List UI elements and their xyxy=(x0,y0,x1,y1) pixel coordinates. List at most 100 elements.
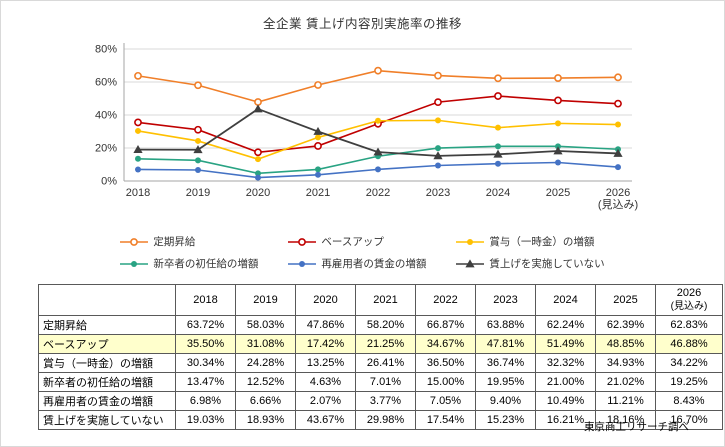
triangle-marker-icon xyxy=(433,151,443,160)
table-row: 賞与（一時金）の増額 30.34% 24.28% 13.25% 26.41% 36.50%… xyxy=(38,353,723,373)
circle-marker-icon xyxy=(314,81,322,89)
table-cell: 58.03% xyxy=(235,315,296,335)
table-header-cell xyxy=(38,284,176,316)
table-cell: 3.77% xyxy=(355,391,416,411)
legend-marker-icon xyxy=(456,258,485,267)
table-cell: 24.28% xyxy=(235,353,296,373)
table-row: ベースアップ 35.50% 31.08% 17.42% 21.25% 34.67% 47.8… xyxy=(38,334,723,354)
table-header-cell: 2022 xyxy=(415,284,476,316)
circle-marker-icon xyxy=(255,170,261,177)
table-cell: 63.88% xyxy=(475,315,536,335)
triangle-marker-icon xyxy=(133,145,143,154)
circle-marker-icon xyxy=(615,121,621,128)
circle-marker-icon xyxy=(555,159,561,166)
table-cell: 16.70% xyxy=(655,410,723,430)
table-cell: 11.21% xyxy=(595,391,656,411)
series-line xyxy=(137,69,619,103)
table-cell: 15.00% xyxy=(415,372,476,392)
legend-marker-icon xyxy=(120,237,149,246)
table-cell: 18.16% xyxy=(595,410,656,430)
table-header-cell: 2019 xyxy=(235,284,296,316)
legend-label: 新卒者の初任給の増額 xyxy=(153,258,259,270)
table-row: 新卒者の初任給の増額 13.47% 12.52% 4.63% 7.01% 15.00% 19… xyxy=(38,372,723,392)
table-cell: 43.67% xyxy=(295,410,356,430)
circle-marker-icon xyxy=(255,174,261,181)
table-row-label: 賞与（一時金）の増額 xyxy=(38,353,176,373)
table-header-cell: 2020 xyxy=(295,284,356,316)
table-header-cell: 2024 xyxy=(535,284,596,316)
table-cell: 8.43% xyxy=(655,391,723,411)
x-tick-label: 2023 xyxy=(426,187,450,199)
table-cell: 21.00% xyxy=(535,372,596,392)
legend-item: 定期昇給 xyxy=(120,234,258,249)
circle-marker-icon xyxy=(554,74,562,82)
table-cell: 31.08% xyxy=(235,334,296,354)
circle-marker-icon xyxy=(375,117,381,124)
table-cell: 4.63% xyxy=(295,372,356,392)
circle-marker-icon xyxy=(254,148,262,157)
circle-marker-icon xyxy=(555,143,561,150)
table-row-label: 新卒者の初任給の増額 xyxy=(38,372,176,392)
table-cell: 62.39% xyxy=(595,315,656,335)
circle-marker-icon xyxy=(134,118,142,127)
circle-marker-icon xyxy=(195,137,201,144)
table-cell: 26.41% xyxy=(355,353,416,373)
circle-marker-icon xyxy=(315,171,321,178)
circle-marker-icon xyxy=(130,237,139,246)
legend-label: 定期昇給 xyxy=(153,236,196,248)
table-cell: 46.88% xyxy=(655,334,723,354)
table-cell: 47.81% xyxy=(475,334,536,354)
table-row: 定期昇給 63.72% 58.03% 47.86% 58.20% 66.87% 63.88%… xyxy=(38,315,723,335)
table-row-label: 賃上げを実施していない xyxy=(38,410,176,430)
circle-marker-icon xyxy=(131,260,138,267)
circle-marker-icon xyxy=(495,160,501,167)
triangle-marker-icon xyxy=(313,126,323,135)
circle-marker-icon xyxy=(195,167,201,174)
table-header-cell: 2026 (見込み) xyxy=(655,284,723,316)
table-cell: 29.98% xyxy=(355,410,416,430)
table-header-row: 2018 2019 2020 2021 2022 2023 2024 2025 2026 (見込み… xyxy=(38,284,723,316)
triangle-marker-icon xyxy=(253,104,263,113)
table-cell: 34.67% xyxy=(415,334,476,354)
legend-label: 賞与（一時金）の増額 xyxy=(489,236,595,248)
circle-marker-icon xyxy=(467,238,474,245)
table-cell: 15.23% xyxy=(475,410,536,430)
legend-label: 再雇用者の賃金の増額 xyxy=(321,258,427,270)
table-cell: 19.03% xyxy=(175,410,236,430)
legend-item: 新卒者の初任給の増額 xyxy=(120,256,258,271)
data-table: 2018 2019 2020 2021 2022 2023 2024 2025 2026 (見込み… xyxy=(38,284,723,430)
x-tick-label: 2020 xyxy=(246,187,270,199)
table-cell: 12.52% xyxy=(235,372,296,392)
circle-marker-icon xyxy=(614,73,622,82)
table-cell: 2.07% xyxy=(295,391,356,411)
circle-marker-icon xyxy=(255,156,261,163)
legend-item: ベースアップ xyxy=(288,234,426,249)
circle-marker-icon xyxy=(135,127,141,134)
legend-item: 再雇用者の賃金の増額 xyxy=(288,256,426,271)
circle-marker-icon xyxy=(195,157,201,164)
table-cell: 21.25% xyxy=(355,334,416,354)
table-cell: 17.54% xyxy=(415,410,476,430)
x-tick-label: 2019 xyxy=(186,187,210,199)
circle-marker-icon xyxy=(434,71,442,80)
table-row: 賃上げを実施していない 19.03% 18.93% 43.67% 29.98% 17.54… xyxy=(38,410,723,430)
table-cell: 48.85% xyxy=(595,334,656,354)
legend-marker-icon xyxy=(456,238,485,245)
circle-marker-icon xyxy=(254,98,262,106)
triangle-marker-icon xyxy=(493,149,503,158)
legend-marker-icon xyxy=(288,237,317,246)
y-tick-label: 60% xyxy=(95,77,117,89)
circle-marker-icon xyxy=(495,124,501,131)
line-chart: 0% 20% 40% 60% 80% 2018 2019 2020 2021 2022 2023 20… xyxy=(95,43,638,211)
y-tick-label: 80% xyxy=(95,44,117,56)
triangle-marker-icon xyxy=(613,148,623,157)
table-cell: 19.95% xyxy=(475,372,536,392)
table-row-label: ベースアップ xyxy=(38,334,176,354)
circle-marker-icon xyxy=(555,120,561,127)
table-cell: 7.01% xyxy=(355,372,416,392)
circle-marker-icon xyxy=(135,155,141,162)
table-cell: 21.02% xyxy=(595,372,656,392)
circle-marker-icon xyxy=(314,142,322,150)
circle-marker-icon xyxy=(614,99,622,108)
y-tick-label: 40% xyxy=(95,110,117,122)
